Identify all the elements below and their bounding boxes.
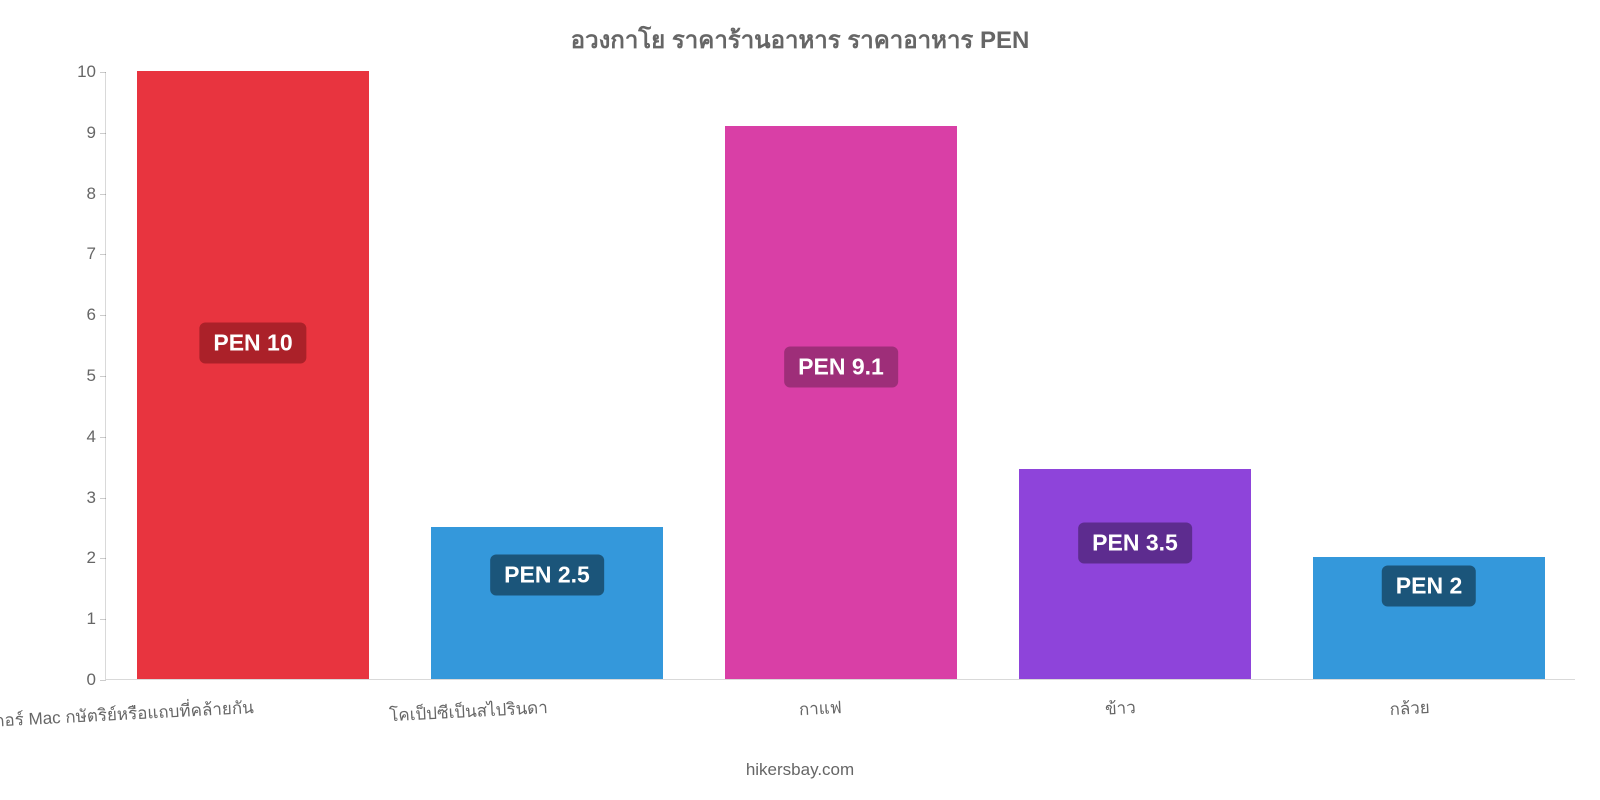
plot-area: 012345678910PEN 10เบอร์เกอร์ Mac กษัตริย… <box>105 72 1575 680</box>
y-axis-tick-mark <box>100 558 106 559</box>
value-badge: PEN 10 <box>199 322 306 363</box>
x-axis-category-label: กาแฟ <box>798 694 842 723</box>
value-badge: PEN 3.5 <box>1078 523 1192 564</box>
y-axis-tick-mark <box>100 133 106 134</box>
y-axis-tick-mark <box>100 315 106 316</box>
y-axis-tick-mark <box>100 680 106 681</box>
x-axis-category-label: ข้าว <box>1104 694 1136 723</box>
value-badge: PEN 2 <box>1382 565 1476 606</box>
bar <box>1019 469 1251 679</box>
y-axis-tick-mark <box>100 619 106 620</box>
bar <box>725 126 957 679</box>
x-axis-category-label: โคเป็ปซีเป็นสไปรินดา <box>388 694 548 729</box>
value-badge: PEN 2.5 <box>490 555 604 596</box>
value-badge: PEN 9.1 <box>784 346 898 387</box>
y-axis-tick-mark <box>100 437 106 438</box>
y-axis-tick-mark <box>100 376 106 377</box>
y-axis-tick-mark <box>100 498 106 499</box>
chart-title: อวงกาโย ราคาร้านอาหาร ราคาอาหาร PEN <box>0 20 1600 59</box>
bar <box>431 527 663 679</box>
y-axis-tick-mark <box>100 194 106 195</box>
y-axis-tick-mark <box>100 254 106 255</box>
credit-text: hikersbay.com <box>0 760 1600 780</box>
bar <box>137 71 369 679</box>
x-axis-category-label: เบอร์เกอร์ Mac กษัตริย์หรือแถบที่คล้ายกั… <box>0 694 254 737</box>
x-axis-category-label: กล้วย <box>1389 694 1431 723</box>
chart-container: อวงกาโย ราคาร้านอาหาร ราคาอาหาร PEN 0123… <box>0 0 1600 800</box>
y-axis-tick-mark <box>100 72 106 73</box>
